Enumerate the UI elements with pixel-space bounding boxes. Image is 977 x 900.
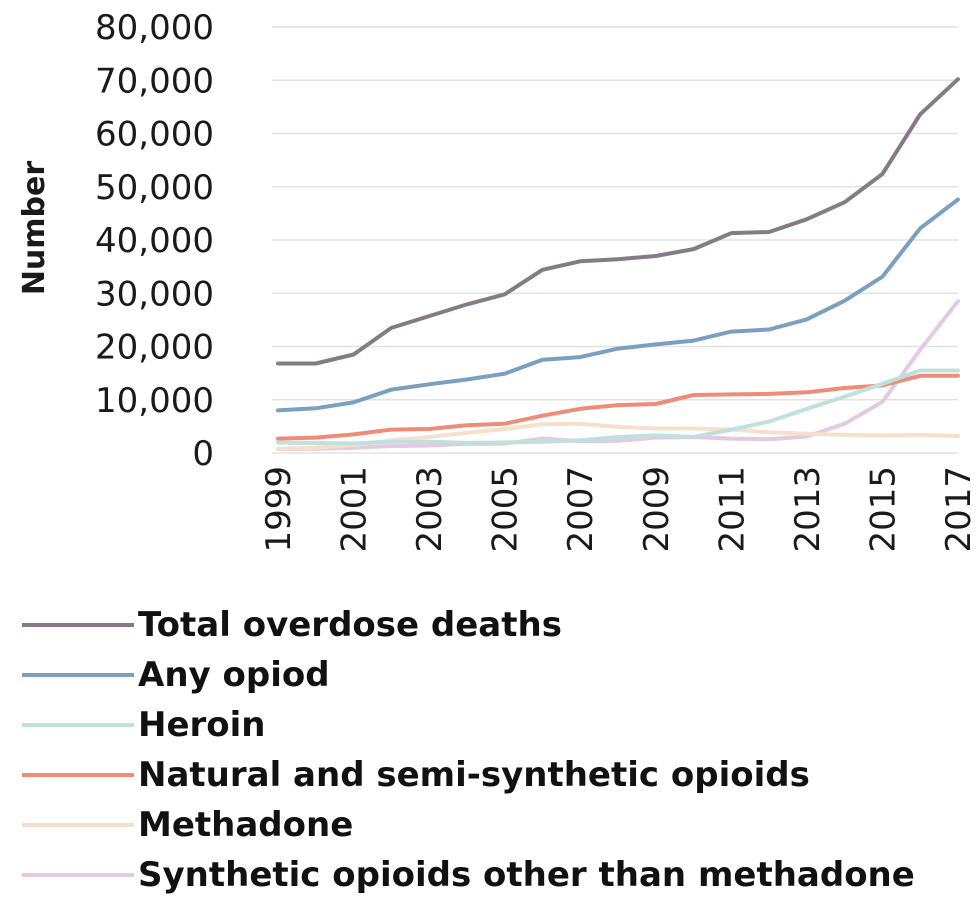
legend-label: Synthetic opioids other than methadone xyxy=(138,855,915,895)
legend-swatch xyxy=(22,823,134,827)
y-tick-label: 50,000 xyxy=(95,168,214,208)
series-line-heroin xyxy=(276,368,960,446)
y-tick-label: 60,000 xyxy=(95,115,214,155)
series-line-synthetic-opioids-other-than-methadone xyxy=(276,299,960,451)
series-line-any-opiod xyxy=(276,197,960,413)
legend-item-methadone: Methadone xyxy=(22,800,915,850)
x-tick-label: 2009 xyxy=(637,466,677,553)
y-tick-label: 20,000 xyxy=(95,328,214,368)
x-tick-label: 2017 xyxy=(939,466,977,553)
y-axis-label: Number xyxy=(17,161,52,296)
y-tick-label: 10,000 xyxy=(95,381,214,421)
legend-item-any-opiod: Any opiod xyxy=(22,650,915,700)
legend-item-natural-and-semi-synthetic-opioids: Natural and semi-synthetic opioids xyxy=(22,750,915,800)
legend-label: Any opiod xyxy=(138,655,330,695)
series-lines xyxy=(276,77,960,451)
y-tick-label: 40,000 xyxy=(95,221,214,261)
x-axis-ticks: 1999 2001 2003 2005 2007 2009 2011 2013 2015 2017 xyxy=(259,466,977,553)
line-chart: 0 10,000 20,000 30,000 40,000 50,000 60,000 70,… xyxy=(17,8,977,553)
x-tick-label: 2003 xyxy=(410,466,450,553)
x-tick-label: 2005 xyxy=(486,466,526,553)
legend-item-heroin: Heroin xyxy=(22,700,915,750)
legend-item-total-overdose-deaths: Total overdose deaths xyxy=(22,600,915,650)
series-line-total-overdose-deaths xyxy=(276,77,960,366)
y-tick-label: 80,000 xyxy=(95,8,214,48)
legend-swatch xyxy=(22,773,134,777)
x-tick-label: 2001 xyxy=(335,466,375,553)
legend-item-synthetic-opioids-other-than-methadone: Synthetic opioids other than methadone xyxy=(22,850,915,900)
legend-label: Natural and semi-synthetic opioids xyxy=(138,755,810,795)
legend-swatch xyxy=(22,673,134,677)
legend-label: Total overdose deaths xyxy=(138,605,562,645)
legend-label: Heroin xyxy=(138,705,266,745)
x-tick-label: 2007 xyxy=(561,466,601,553)
y-axis-ticks: 0 10,000 20,000 30,000 40,000 50,000 60,000 70,… xyxy=(95,8,214,474)
legend-swatch xyxy=(22,723,134,727)
x-tick-label: 2013 xyxy=(788,466,828,553)
legend-swatch xyxy=(22,873,134,877)
legend-label: Methadone xyxy=(138,805,354,845)
y-tick-label: 30,000 xyxy=(95,274,214,314)
x-tick-label: 2015 xyxy=(863,466,903,553)
series-line-natural-and-semi-synthetic-opioids xyxy=(276,373,960,441)
y-tick-label: 0 xyxy=(192,434,214,474)
gridlines xyxy=(272,26,958,454)
x-tick-label: 1999 xyxy=(259,466,299,553)
x-tick-label: 2011 xyxy=(712,466,752,553)
legend-swatch xyxy=(22,623,134,627)
y-tick-label: 70,000 xyxy=(95,61,214,101)
legend: Total overdose deaths Any opiod Heroin Natu… xyxy=(22,600,915,900)
